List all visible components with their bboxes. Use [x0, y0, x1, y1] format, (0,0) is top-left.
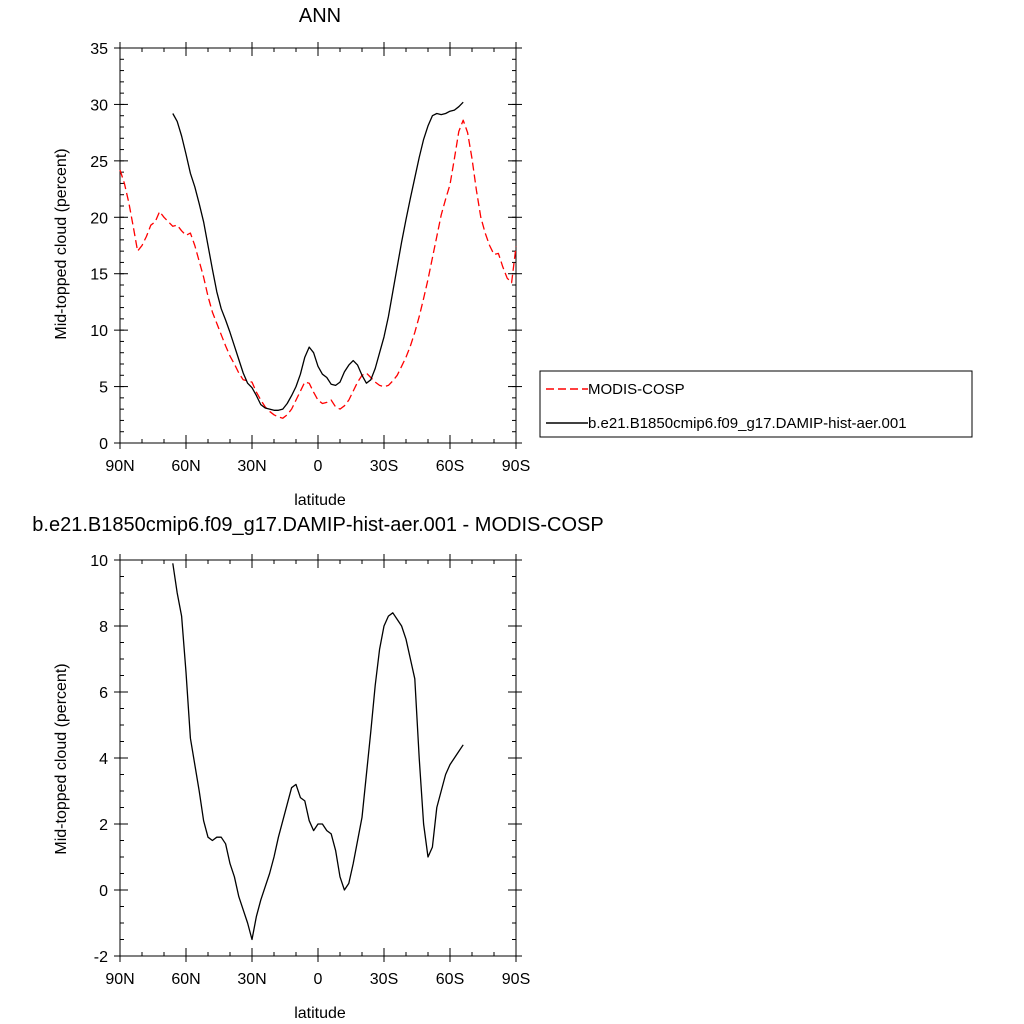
top-x-tick-label: 60N [171, 458, 200, 475]
bottom-x-axis-label: latitude [294, 1005, 346, 1022]
bottom-plot-frame [119, 559, 517, 957]
top-y-tick-label: 10 [90, 323, 108, 340]
top-y-tick-label: 30 [90, 97, 108, 114]
bottom-y-tick-label: 6 [99, 685, 108, 702]
top-panel-title: ANN [299, 5, 341, 27]
bottom-panel-title: b.e21.B1850cmip6.f09_g17.DAMIP-hist-aer.… [32, 514, 603, 536]
bottom-x-tick-label: 90N [105, 971, 134, 988]
top-x-tick-label: 0 [314, 458, 323, 475]
legend-label-modis-cosp: MODIS-COSP [588, 381, 685, 398]
bottom-x-tick-label: 30N [237, 971, 266, 988]
top-x-tick-label: 30N [237, 458, 266, 475]
top-series-1-modis-cosp-line [119, 119, 517, 419]
top-y-tick-label: 0 [99, 436, 108, 453]
bottom-y-tick-label: 2 [99, 817, 108, 834]
bottom-x-tick-label: 90S [502, 971, 530, 988]
top-x-axis-label: latitude [294, 492, 346, 509]
top-panel: ANN 0 5 10 15 20 25 30 35 90N 60N 30N 0 30S 60S 90S la… [53, 5, 973, 509]
bottom-panel: b.e21.B1850cmip6.f09_g17.DAMIP-hist-aer.… [32, 514, 603, 1022]
bottom-series-1-difference-line [172, 563, 464, 941]
top-y-tick-label: 5 [99, 380, 108, 397]
top-y-tick-label: 35 [90, 41, 108, 58]
bottom-plot-area: -2 0 2 4 6 8 10 90N 60N 30N 0 30S 60S 90S [90, 553, 530, 988]
bottom-y-axis-label: Mid-topped cloud (percent) [53, 663, 70, 854]
bottom-x-tick-label: 60S [436, 971, 464, 988]
bottom-y-tick-label: 10 [90, 553, 108, 570]
bottom-y-tick-label: 4 [99, 751, 108, 768]
top-x-tick-label: 60S [436, 458, 464, 475]
bottom-y-tick-label: -2 [94, 949, 108, 966]
top-y-tick-label: 15 [90, 267, 108, 284]
top-series-2-b-e21-b1850cmip6-f09-g17-damip-hist-aer-001-line [172, 101, 464, 411]
top-plot-frame [119, 47, 517, 444]
top-x-tick-label: 90S [502, 458, 530, 475]
top-plot-area: 0 5 10 15 20 25 30 35 90N 60N 30N 0 30S 60S 90S [90, 41, 530, 475]
bottom-y-tick-label: 0 [99, 883, 108, 900]
top-y-tick-label: 20 [90, 210, 108, 227]
top-y-axis-label: Mid-topped cloud (percent) [53, 148, 70, 339]
bottom-x-tick-label: 30S [370, 971, 398, 988]
top-x-tick-label: 90N [105, 458, 134, 475]
top-x-tick-label: 30S [370, 458, 398, 475]
bottom-x-tick-label: 60N [171, 971, 200, 988]
bottom-y-tick-label: 8 [99, 619, 108, 636]
legend-label-model: b.e21.B1850cmip6.f09_g17.DAMIP-hist-aer.… [588, 415, 907, 432]
top-y-tick-label: 25 [90, 154, 108, 171]
bottom-x-tick-label: 0 [314, 971, 323, 988]
legend-box [539, 370, 973, 438]
legend: MODIS-COSP b.e21.B1850cmip6.f09_g17.DAMI… [539, 370, 973, 438]
